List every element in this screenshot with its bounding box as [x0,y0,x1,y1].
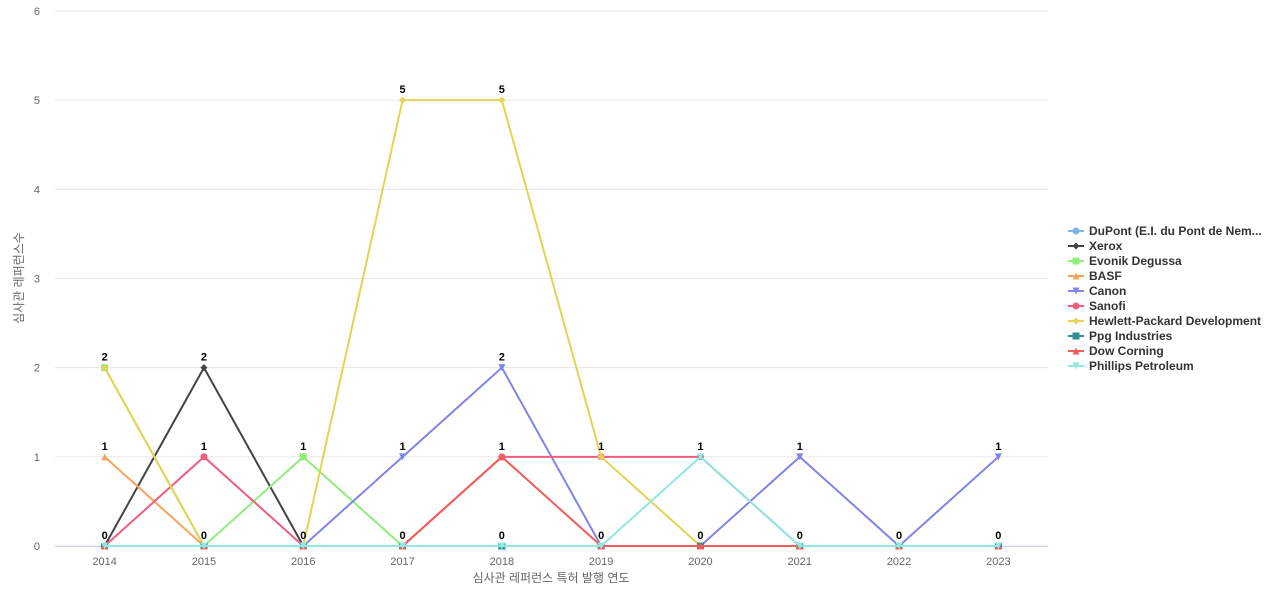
y-tick-label: 4 [34,184,40,196]
marker [1072,317,1080,325]
marker [399,453,407,461]
x-tick-label: 2014 [92,556,116,568]
marker [1072,302,1080,310]
marker [498,96,506,104]
data-label: 1 [598,441,604,453]
marker [399,542,407,550]
series-line [104,455,999,547]
legend-label[interactable]: Xerox [1089,239,1123,253]
x-tick-label: 2015 [192,556,216,568]
x-tick-label: 2018 [490,556,514,568]
data-label: 2 [201,352,207,364]
marker [498,542,506,550]
y-tick-label: 6 [34,6,40,18]
y-tick-label: 2 [34,363,40,375]
y-tick-label: 3 [34,274,40,286]
marker [1072,347,1080,355]
marker [696,542,704,550]
data-label: 5 [399,84,405,96]
marker [597,453,605,461]
marker [796,542,804,550]
data-label: 1 [201,441,207,453]
series-line [103,99,999,547]
marker [101,542,109,550]
data-label: 0 [201,530,207,542]
data-label: 1 [102,441,108,453]
data-label: 0 [499,530,505,542]
marker [101,453,109,461]
legend-label[interactable]: Hewlett-Packard Development [1089,314,1261,328]
marker [498,453,506,461]
legend-label[interactable]: Sanofi [1089,299,1126,313]
marker [597,542,605,550]
marker [299,542,307,550]
marker [1072,272,1080,280]
data-label: 1 [797,441,803,453]
x-tick-label: 2019 [589,556,613,568]
legend-label[interactable]: Ppg Industries [1089,329,1173,343]
marker [1072,257,1080,265]
data-label: 0 [598,530,604,542]
marker [1072,287,1080,295]
y-tick-label: 5 [34,95,40,107]
data-label: 0 [697,530,703,542]
data-label: 2 [499,352,505,364]
data-label: 5 [499,84,505,96]
x-tick-label: 2020 [688,556,712,568]
marker [1072,242,1080,250]
data-label: 2 [102,352,108,364]
y-axis-title: 심사관 레퍼런스수 [12,232,26,324]
marker [299,453,307,461]
data-label: 1 [300,441,306,453]
data-label: 1 [399,441,405,453]
marker [994,542,1002,550]
series [101,453,1002,550]
marker [696,453,704,461]
data-label: 0 [896,530,902,542]
data-label: 1 [499,441,505,453]
x-tick-label: 2017 [390,556,414,568]
x-axis-title: 심사관 레퍼런스 특허 발행 연도 [473,570,630,585]
marker [994,453,1002,461]
marker [1072,227,1080,235]
data-label: 0 [102,530,108,542]
marker [895,542,903,550]
legend-label[interactable]: Phillips Petroleum [1089,359,1194,373]
marker [498,364,506,372]
data-label: 0 [797,530,803,542]
x-tick-label: 2016 [291,556,315,568]
data-label: 0 [300,530,306,542]
legend-label[interactable]: BASF [1089,269,1122,283]
marker [101,364,109,372]
marker [796,453,804,461]
series-line [104,455,999,547]
legend-label[interactable]: Evonik Degussa [1089,254,1182,268]
series [101,453,1002,550]
marker [200,542,208,550]
series [101,96,1002,550]
marker [399,96,407,104]
y-tick-label: 1 [34,452,40,464]
marker [1072,362,1080,370]
data-label: 0 [995,530,1001,542]
data-label: 0 [399,530,405,542]
legend-label[interactable]: Dow Corning [1089,344,1164,358]
marker [1072,332,1080,340]
legend-label[interactable]: Canon [1089,284,1126,298]
data-label: 1 [995,441,1001,453]
data-label: 1 [697,441,703,453]
x-tick-label: 2021 [788,556,812,568]
marker [200,364,208,372]
x-tick-label: 2022 [887,556,911,568]
marker [200,453,208,461]
legend-label[interactable]: DuPont (E.I. du Pont de Nem... [1089,224,1262,238]
y-tick-label: 0 [34,541,40,553]
x-tick-label: 2023 [986,556,1010,568]
